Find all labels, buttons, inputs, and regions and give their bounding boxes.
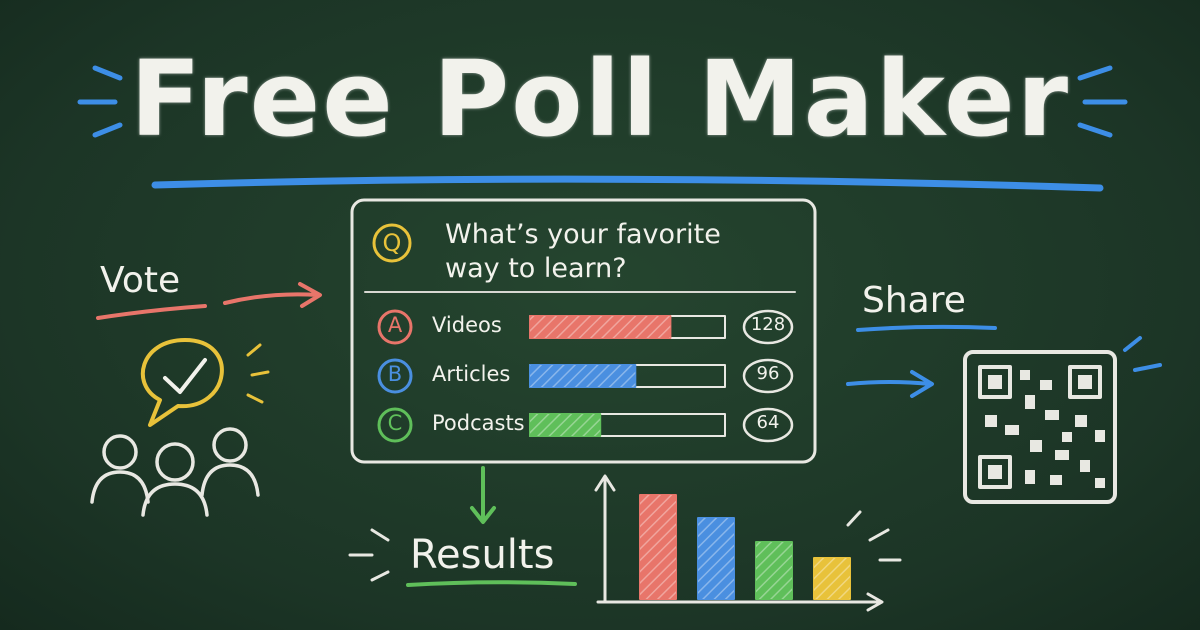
- results-underline: [406, 580, 577, 587]
- results-rays: [348, 510, 902, 582]
- vote-underline: [96, 304, 207, 320]
- option-letter: C: [387, 411, 403, 435]
- qr-code: [963, 350, 1117, 504]
- title-accents: [77, 65, 1128, 192]
- option-badge: [377, 407, 413, 443]
- poll-card: [350, 198, 817, 464]
- vote-count: 64: [756, 412, 780, 433]
- vote-bar-hatch: [530, 316, 671, 338]
- vote-bar-hatch: [530, 365, 636, 387]
- results-chart: [594, 474, 884, 612]
- option-letter: B: [387, 362, 403, 386]
- option-badge: [377, 309, 413, 345]
- count-badge: [742, 407, 794, 443]
- option-label: Articles: [432, 362, 511, 386]
- option-letter: A: [387, 313, 403, 337]
- option-badge: [377, 358, 413, 394]
- share-arrow: [846, 370, 934, 398]
- qr-rays: [1123, 336, 1162, 372]
- question-marker: Q: [382, 229, 402, 257]
- vote-label: Vote: [100, 260, 181, 301]
- check: [163, 358, 207, 394]
- share-underline: [856, 324, 997, 332]
- count-badge: [742, 358, 794, 394]
- question: What’s your favorite way to learn?: [445, 219, 721, 284]
- results-arrow: [470, 466, 496, 524]
- vote-count: 128: [750, 314, 786, 335]
- option-label: Podcasts: [432, 411, 525, 435]
- title: Free Poll Maker: [130, 38, 1070, 160]
- vote-arrow: [223, 282, 322, 308]
- speech-bubble: [140, 338, 224, 427]
- option-label: Videos: [432, 313, 502, 337]
- count-badge: [742, 309, 794, 345]
- question-badge: [372, 223, 412, 263]
- vote-bar-hatch: [530, 414, 601, 436]
- results-label: Results: [410, 532, 555, 578]
- share-label: Share: [862, 280, 966, 321]
- bubble-rays: [246, 343, 270, 404]
- vote-count: 96: [756, 363, 780, 384]
- people: [90, 427, 260, 517]
